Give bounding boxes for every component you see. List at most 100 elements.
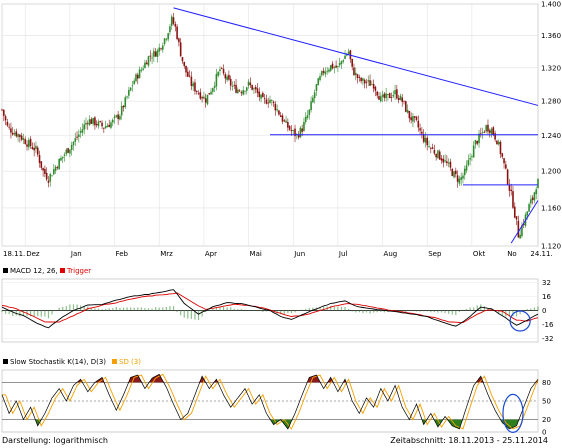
- price-candle-body: [329, 65, 332, 71]
- price-candle-body: [312, 97, 314, 103]
- price-candle-body: [455, 170, 457, 175]
- price-candle-body: [49, 174, 52, 182]
- stochastic-y-tick-label: 50: [542, 398, 551, 406]
- price-candle-body: [301, 128, 303, 132]
- macd-histogram-bar: [22, 310, 25, 316]
- price-candle-body: [42, 168, 44, 171]
- price-candle-body: [346, 54, 348, 56]
- price-candle-body: [419, 128, 421, 131]
- price-candle-body: [99, 121, 102, 123]
- macd-histogram-bar: [180, 310, 182, 316]
- price-y-tick-label: 1.200: [541, 168, 561, 176]
- price-candle-body: [279, 115, 282, 117]
- price-candle-body: [447, 162, 450, 164]
- macd-histogram-bar: [58, 307, 60, 311]
- price-candle-body: [237, 89, 239, 94]
- price-candle-body: [151, 57, 153, 59]
- macd-histogram-bar: [294, 310, 296, 313]
- price-candle-body: [53, 169, 55, 175]
- price-panel: 1.400 1.360 1.320 1.280 1.240 1.200 1.160 1.120…: [1, 1, 561, 258]
- price-candle-body: [58, 158, 60, 170]
- price-candle-body: [85, 122, 87, 125]
- price-candle-body: [183, 61, 186, 66]
- price-candle-body: [381, 94, 384, 97]
- price-candle-body: [505, 164, 507, 169]
- macd-histogram-bar: [465, 308, 468, 311]
- macd-histogram-bar: [251, 310, 253, 312]
- macd-histogram-bar: [451, 310, 453, 315]
- macd-histogram-bar: [412, 310, 414, 312]
- price-candle-body: [20, 135, 23, 140]
- price-candle-body: [188, 75, 191, 77]
- price-candle-body: [338, 63, 341, 66]
- macd-histogram-bar: [187, 310, 189, 319]
- macd-histogram-bar: [348, 308, 350, 311]
- price-candle-body: [4, 116, 7, 121]
- price-candle-body: [60, 157, 62, 161]
- price-candle-body: [192, 83, 194, 87]
- price-candle-body: [220, 68, 223, 69]
- price-candle-body: [212, 88, 214, 92]
- price-candle-body: [267, 102, 270, 104]
- stochastic-d-legend-swatch: [112, 359, 117, 364]
- price-candle-body: [331, 63, 334, 69]
- price-x-tick-label: Jun: [293, 250, 305, 258]
- price-candle-body: [430, 147, 432, 149]
- macd-legend-label: MACD 12, 26, 9: [10, 267, 64, 275]
- price-candle-body: [260, 94, 262, 99]
- macd-histogram-bar: [473, 307, 475, 311]
- price-x-tick-label: Dez: [26, 250, 40, 258]
- macd-histogram-bar: [365, 310, 368, 313]
- macd-histogram-bar: [197, 310, 200, 321]
- price-candle-body: [229, 78, 232, 86]
- price-candle-body: [456, 175, 459, 182]
- price-candle-body: [526, 211, 529, 216]
- macd-histogram-bar: [105, 308, 107, 311]
- price-candle-body: [478, 133, 480, 144]
- price-x-tick-label: Aug: [384, 250, 398, 258]
- price-candle-body: [131, 85, 134, 87]
- macd-histogram-bar: [72, 304, 75, 311]
- price-candle-body: [372, 84, 375, 89]
- price-candle-body: [310, 101, 312, 110]
- price-candle-body: [306, 115, 309, 119]
- price-candle-body: [446, 161, 448, 164]
- price-plot-frame: [1, 3, 539, 247]
- price-candle-body: [292, 130, 295, 131]
- macd-histogram-bar: [358, 310, 360, 313]
- price-candle-body: [11, 132, 14, 135]
- price-candle-body: [8, 126, 10, 128]
- price-candle-body: [335, 65, 337, 68]
- price-candle-body: [287, 121, 289, 128]
- price-candle-body: [113, 116, 116, 119]
- price-candle-body: [324, 71, 327, 75]
- price-candle-body: [204, 98, 207, 103]
- price-candle-body: [210, 91, 212, 95]
- price-candle-body: [117, 114, 119, 120]
- price-candle-body: [44, 169, 46, 174]
- macd-histogram-bar: [419, 310, 421, 312]
- macd-histogram-bar: [83, 306, 85, 311]
- macd-histogram-bar: [37, 310, 39, 317]
- price-candle-body: [47, 180, 50, 183]
- macd-histogram-bar: [537, 306, 539, 311]
- stochastic-d-line: [2, 373, 539, 430]
- price-candle-body: [396, 89, 398, 99]
- price-candle-body: [24, 139, 27, 145]
- price-candle-body: [433, 149, 436, 154]
- macd-histogram-bar: [215, 307, 217, 311]
- macd-histogram-bar: [165, 307, 167, 311]
- price-candle-body: [299, 127, 302, 138]
- price-candle-body: [158, 47, 161, 52]
- price-candle-body: [129, 87, 132, 91]
- price-candle-body: [417, 120, 420, 128]
- price-candle-body: [128, 90, 130, 96]
- macd-histogram-bar: [158, 307, 160, 311]
- price-candle-body: [506, 169, 509, 185]
- price-candle-body: [63, 154, 66, 156]
- price-candle-body: [122, 105, 125, 108]
- macd-histogram-bar: [69, 304, 71, 311]
- price-candle-body: [76, 136, 78, 138]
- price-candle-body: [45, 172, 48, 180]
- macd-histogram-bar: [147, 308, 150, 311]
